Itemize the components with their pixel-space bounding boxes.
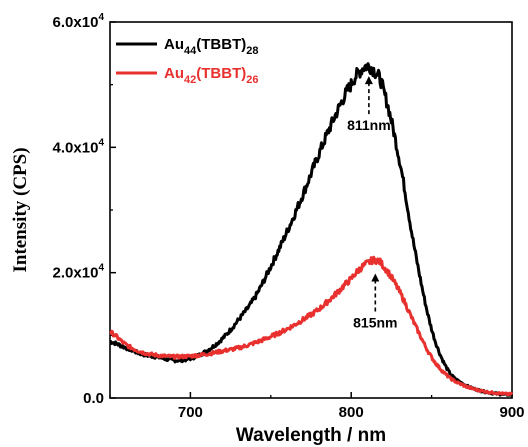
series-line-2 (109, 255, 514, 397)
series-line-1 (109, 62, 513, 397)
annotation-arrow-head (371, 273, 380, 282)
legend: Au44(TBBT)28 Au42(TBBT)26 (116, 36, 258, 86)
x-axis-title: Wavelength / nm (236, 425, 386, 446)
annotation-label: 811nm (347, 117, 391, 133)
y-tick-label: 0.0 (83, 390, 104, 407)
annotations: 811nm 815nm (347, 76, 397, 331)
y-axis-title: Intensity (CPS) (10, 147, 31, 272)
x-tick-label: 700 (178, 404, 203, 421)
x-tick-label: 900 (499, 404, 524, 421)
x-tick-label: 800 (339, 404, 364, 421)
annotation-label: 815nm (353, 315, 397, 331)
y-tick-label: 4.0x104 (53, 137, 105, 156)
y-tick-label: 2.0x104 (53, 263, 105, 282)
legend-label: Au44(TBBT)28 (164, 36, 258, 57)
annotation-arrow-head (364, 76, 373, 85)
data-curves (109, 62, 514, 397)
y-tick-label: 6.0x104 (53, 12, 105, 31)
axis-ticks: 700 800 900 0.0 2.0x104 4.0x104 6.0x104 (53, 12, 525, 421)
legend-label: Au42(TBBT)26 (164, 65, 258, 86)
